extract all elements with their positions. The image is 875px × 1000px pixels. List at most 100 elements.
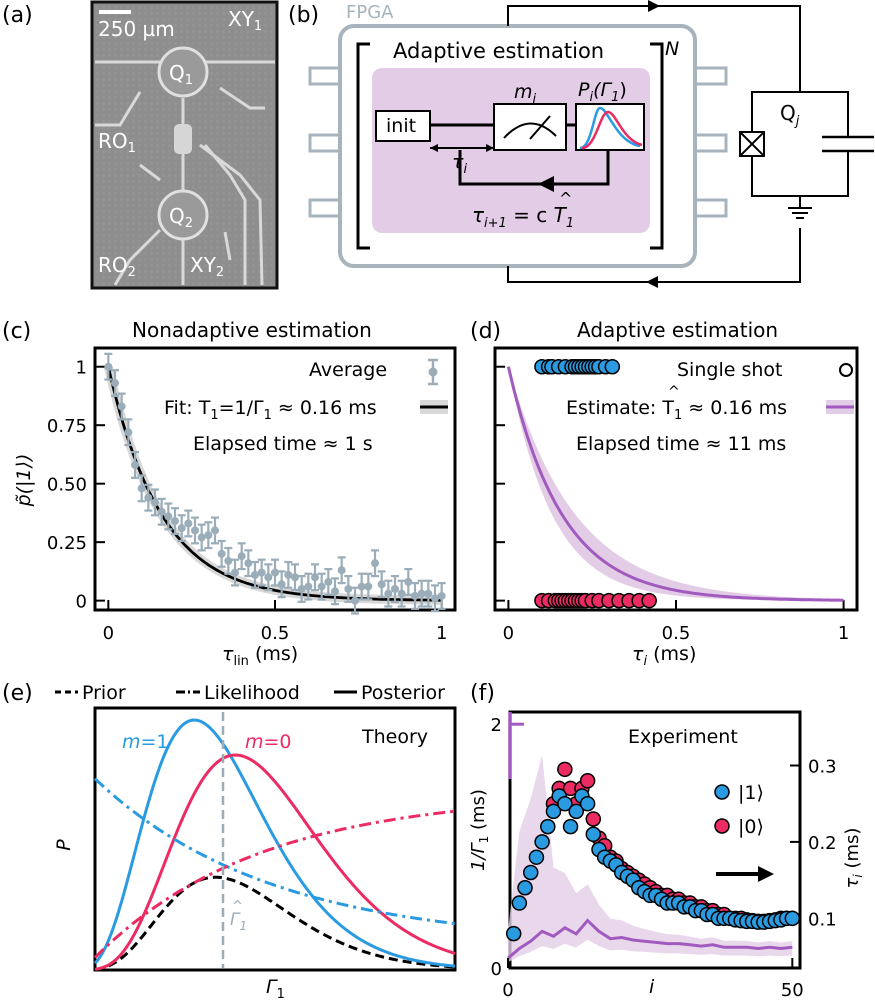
marker xyxy=(124,428,133,437)
marker xyxy=(151,498,159,507)
panel-c-point xyxy=(437,581,446,610)
tau-marker xyxy=(557,761,573,778)
panel-f-right-ytick-label: 0.1 xyxy=(808,909,837,930)
tau-marker xyxy=(511,895,528,911)
panel-d-xtick-label: 0.5 xyxy=(662,623,691,644)
init-label: init xyxy=(386,115,416,137)
marker xyxy=(131,460,139,469)
panel-c-ytick-label: 0.75 xyxy=(47,416,87,437)
xy1-label: XY1 xyxy=(228,7,262,34)
panel-c-point xyxy=(224,546,233,575)
panel-c-point xyxy=(244,549,253,578)
marker xyxy=(331,587,339,596)
qubit-q2 xyxy=(157,189,209,241)
qubit-j-label: Qj xyxy=(780,101,800,129)
marker xyxy=(371,559,379,568)
panel-e-ylabel: P xyxy=(53,839,75,851)
theory-label: Theory xyxy=(361,726,428,748)
panel-f-right-ytick-label: 0.3 xyxy=(808,756,837,777)
scalebar xyxy=(99,10,131,14)
marker xyxy=(364,582,373,591)
panel-d-xtick-label: 0 xyxy=(503,623,514,644)
coupler xyxy=(174,124,192,154)
panel-c-point xyxy=(231,558,239,587)
m1-label: m=1 xyxy=(122,731,169,753)
chip-wiring xyxy=(95,60,275,286)
marker xyxy=(284,570,293,579)
panel-c-point xyxy=(404,567,413,596)
panel-c-ytick-label: 0.25 xyxy=(47,533,87,554)
panel-c-point xyxy=(117,392,126,421)
panel-c-point xyxy=(377,570,386,599)
q2-label: Q2 xyxy=(169,204,193,231)
panel-c-point xyxy=(304,572,313,601)
marker xyxy=(111,379,119,388)
tau-marker xyxy=(585,811,602,827)
qubit-q1 xyxy=(157,46,209,98)
meter-arc xyxy=(503,122,557,139)
marker xyxy=(357,582,366,591)
ro1-label: RO1 xyxy=(98,129,136,156)
marker xyxy=(104,362,113,371)
panel-f-left-ytick-label: 2 xyxy=(491,715,502,736)
marker xyxy=(251,570,259,579)
panel-c-ticks: 0 0.25 0.50 0.75 1 0 0.5 1 xyxy=(47,358,447,644)
marker xyxy=(117,402,126,411)
panel-c-point xyxy=(204,521,213,550)
panel-c-ytick-label: 1 xyxy=(76,358,87,379)
init-box xyxy=(375,110,431,142)
marker xyxy=(277,580,286,589)
marker xyxy=(191,526,199,535)
panel-c-ytick-label: 0 xyxy=(76,592,87,613)
update-hat: ^ xyxy=(559,189,572,208)
tau-marker xyxy=(545,803,562,820)
panel-a: (a) 250 µm Q1 Q2 XY1 RO1 RO2 XY2 xyxy=(2,0,279,290)
panel-f-xlabel: i xyxy=(649,976,655,998)
panel-d-estimate-band xyxy=(508,366,844,601)
tau-marker xyxy=(562,818,579,835)
panel-c-point xyxy=(151,488,159,517)
legend-single-marker xyxy=(839,363,853,377)
panel-c-point xyxy=(191,516,199,545)
tau-marker xyxy=(505,925,522,942)
panel-d-xtick-label: 1 xyxy=(838,623,849,644)
legend-estimate-hat: ^ xyxy=(668,384,680,400)
panel-e-xlabel: Γ1 xyxy=(266,976,285,1000)
panel-f-right-ytick-label: 0.2 xyxy=(808,833,837,854)
panel-e-label: (e) xyxy=(2,681,33,706)
likelihood-m0-curve xyxy=(93,809,456,959)
tau-marker xyxy=(517,880,533,896)
m0-label: m=0 xyxy=(245,731,292,753)
marker xyxy=(437,591,446,600)
panel-c-point xyxy=(431,584,439,613)
marker xyxy=(337,566,346,575)
ro2-label: RO2 xyxy=(98,253,136,280)
panel-c-label: (c) xyxy=(2,319,31,344)
panel-d-title: Adaptive estimation xyxy=(577,318,778,342)
panel-c-elapsed: Elapsed time ≈ 1 s xyxy=(193,433,373,455)
marker xyxy=(257,568,266,577)
tau-marker xyxy=(522,864,539,881)
legend-likelihood: Likelihood xyxy=(204,682,300,704)
capacitor-gap xyxy=(824,137,872,151)
panel-f-frame xyxy=(508,710,802,970)
panel-c-point xyxy=(257,558,266,587)
panel-c-xtick-label: 0.5 xyxy=(261,623,290,644)
tau-arrowheads xyxy=(430,144,494,152)
panel-f-xtick-label: 0 xyxy=(502,980,513,1000)
feedback-loop xyxy=(458,150,610,186)
panel-e-curves xyxy=(93,718,456,971)
panel-c-point xyxy=(344,574,353,603)
marker xyxy=(264,573,273,582)
marker xyxy=(311,573,319,582)
marker xyxy=(217,549,226,558)
junction-cross xyxy=(739,131,765,157)
legend-1-marker xyxy=(714,784,730,800)
posterior-pink xyxy=(581,110,643,150)
panel-d-elapsed: Elapsed time ≈ 11 ms xyxy=(576,433,786,455)
panel-f: (f) 020.10.20.30 50 Experiment 1/Γ1 (ms) … xyxy=(468,681,865,1000)
panel-c-point xyxy=(144,483,153,512)
tau-marker xyxy=(585,826,602,843)
marker xyxy=(344,584,353,593)
